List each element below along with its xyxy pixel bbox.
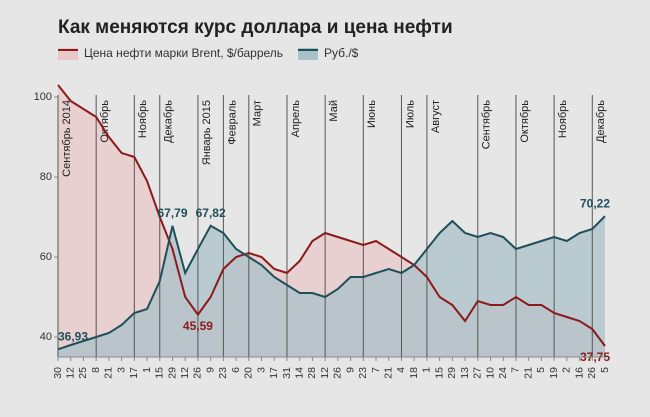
x-tick-label: 26 <box>332 367 344 379</box>
line <box>57 215 606 351</box>
legend-label: Цена нефти марки Brent, $/баррель <box>84 46 283 60</box>
y-tick-label: 80 <box>40 171 52 183</box>
x-tick-label: 27 <box>472 367 484 379</box>
value-label: 67,79 <box>157 206 187 220</box>
month-label: Сентябрь <box>481 100 493 150</box>
y-tick-label: 60 <box>40 251 52 263</box>
x-tick-label: 13 <box>459 367 471 379</box>
value-label: 45,59 <box>183 319 213 333</box>
x-tick-label: 26 <box>192 367 204 379</box>
chart-title: Как меняются курс доллара и цена нефти <box>58 17 453 38</box>
x-tick-label: 7 <box>370 367 382 373</box>
month-label: Декабрь <box>163 100 175 143</box>
month-label: Октябрь <box>99 100 111 143</box>
x-tick-label: 5 <box>599 367 611 373</box>
x-tick-label: 3 <box>115 367 127 373</box>
x-tick-label: 21 <box>522 367 534 379</box>
month-label: Сентябрь 2014 <box>61 100 73 177</box>
x-tick-label: 25 <box>77 367 89 379</box>
x-tick-label: 17 <box>128 367 140 379</box>
x-tick-label: 8 <box>90 367 102 373</box>
x-tick-label: 17 <box>268 367 280 379</box>
x-tick-label: 2 <box>561 367 573 373</box>
value-label: 70,22 <box>580 196 610 210</box>
x-tick-label: 21 <box>383 367 395 379</box>
month-label: Октябрь <box>519 100 531 143</box>
legend-label: Руб./$ <box>324 46 359 60</box>
value-label: 67,82 <box>196 206 226 220</box>
value-label: 36,93 <box>58 329 88 343</box>
x-tick-label: 12 <box>319 367 331 379</box>
x-tick-label: 29 <box>166 367 178 379</box>
x-tick-label: 26 <box>586 367 598 379</box>
x-tick-label: 15 <box>433 367 445 379</box>
x-tick-label: 7 <box>510 367 522 373</box>
month-label: Февраль <box>226 100 238 145</box>
x-tick-label: 15 <box>154 367 166 379</box>
x-tick-label: 24 <box>497 367 509 379</box>
x-tick-label: 5 <box>535 367 547 373</box>
x-tick-label: 20 <box>243 367 255 379</box>
month-label: Июль <box>404 100 416 128</box>
month-label: Декабрь <box>595 100 607 143</box>
x-tick-label: 4 <box>395 367 407 373</box>
x-tick-label: 19 <box>548 367 560 379</box>
x-tick-label: 23 <box>357 367 369 379</box>
month-label: Апрель <box>290 100 302 138</box>
x-tick-label: 3 <box>255 367 267 373</box>
y-tick-label: 40 <box>40 331 52 343</box>
month-label: Январь 2015 <box>201 100 213 165</box>
month-label: Ноябрь <box>557 100 569 138</box>
x-tick-label: 16 <box>573 367 585 379</box>
x-tick-label: 12 <box>65 367 77 379</box>
month-label: Май <box>328 100 340 122</box>
month-label: Ноябрь <box>137 100 149 138</box>
x-tick-label: 28 <box>306 367 318 379</box>
x-tick-label: 30 <box>52 367 64 379</box>
x-tick-label: 29 <box>446 367 458 379</box>
y-tick-label: 100 <box>34 91 52 103</box>
month-label: Март <box>252 100 264 126</box>
x-tick-label: 9 <box>344 367 356 373</box>
area <box>58 216 605 357</box>
x-tick-label: 6 <box>230 367 242 373</box>
x-tick-label: 23 <box>217 367 229 379</box>
month-label: Август <box>430 100 442 133</box>
x-tick-label: 12 <box>179 367 191 379</box>
x-tick-label: 1 <box>141 367 153 373</box>
line <box>57 84 606 347</box>
x-tick-label: 18 <box>408 367 420 379</box>
x-tick-label: 10 <box>484 367 496 379</box>
x-tick-label: 14 <box>293 367 305 379</box>
month-label: Июнь <box>366 100 378 128</box>
x-tick-label: 9 <box>204 367 216 373</box>
x-tick-label: 1 <box>421 367 433 373</box>
x-tick-label: 21 <box>103 367 115 379</box>
x-tick-label: 31 <box>281 367 293 379</box>
